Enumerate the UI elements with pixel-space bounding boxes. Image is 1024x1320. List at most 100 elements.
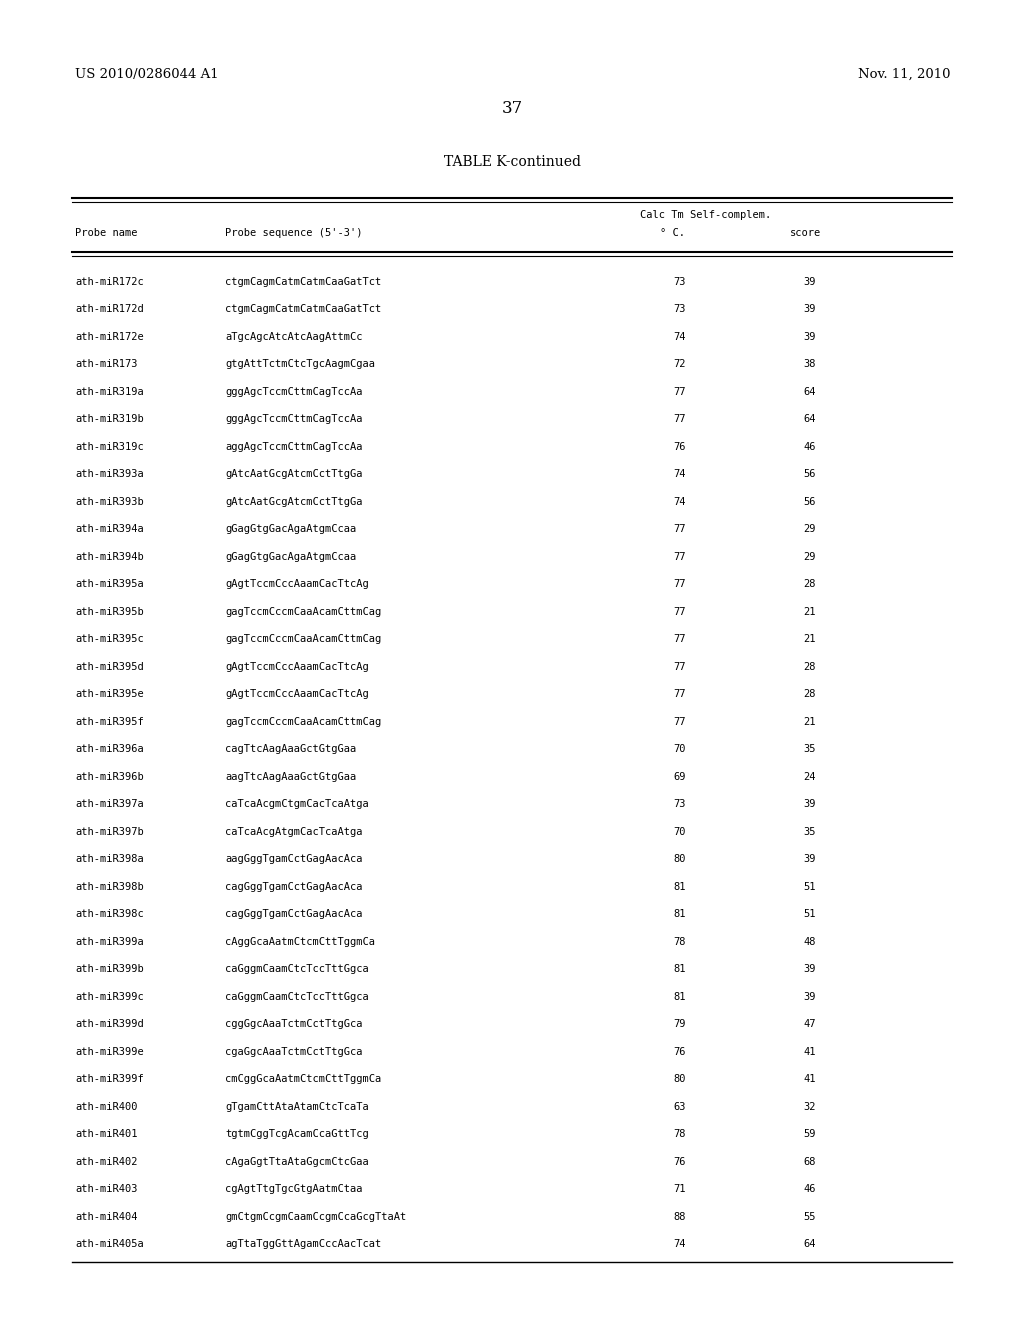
Text: 70: 70 — [674, 826, 686, 837]
Text: ath-miR173: ath-miR173 — [75, 359, 137, 370]
Text: cagTtcAagAaaGctGtgGaa: cagTtcAagAaaGctGtgGaa — [225, 744, 356, 754]
Text: 77: 77 — [674, 414, 686, 424]
Text: gAgtTccmCccAaamCacTtcAg: gAgtTccmCccAaamCacTtcAg — [225, 661, 369, 672]
Text: gagTccmCccmCaaAcamCttmCag: gagTccmCccmCaaAcamCttmCag — [225, 607, 381, 616]
Text: 39: 39 — [804, 331, 816, 342]
Text: 71: 71 — [674, 1184, 686, 1195]
Text: ath-miR403: ath-miR403 — [75, 1184, 137, 1195]
Text: 76: 76 — [674, 1156, 686, 1167]
Text: gAgtTccmCccAaamCacTtcAg: gAgtTccmCccAaamCacTtcAg — [225, 579, 369, 589]
Text: caTcaAcgmCtgmCacTcaAtga: caTcaAcgmCtgmCacTcaAtga — [225, 799, 369, 809]
Text: Probe name: Probe name — [75, 228, 137, 238]
Text: 64: 64 — [804, 387, 816, 397]
Text: ath-miR399f: ath-miR399f — [75, 1074, 143, 1084]
Text: 38: 38 — [804, 359, 816, 370]
Text: aagTtcAagAaaGctGtgGaa: aagTtcAagAaaGctGtgGaa — [225, 772, 356, 781]
Text: gAtcAatGcgAtcmCctTtgGa: gAtcAatGcgAtcmCctTtgGa — [225, 469, 362, 479]
Text: 88: 88 — [674, 1212, 686, 1222]
Text: 64: 64 — [804, 414, 816, 424]
Text: ath-miR395d: ath-miR395d — [75, 661, 143, 672]
Text: 35: 35 — [804, 826, 816, 837]
Text: 39: 39 — [804, 854, 816, 865]
Text: ath-miR398c: ath-miR398c — [75, 909, 143, 919]
Text: cgaGgcAaaTctmCctTtgGca: cgaGgcAaaTctmCctTtgGca — [225, 1047, 362, 1057]
Text: ° C.: ° C. — [660, 228, 685, 238]
Text: ath-miR319a: ath-miR319a — [75, 387, 143, 397]
Text: 77: 77 — [674, 661, 686, 672]
Text: 80: 80 — [674, 1074, 686, 1084]
Text: gAgtTccmCccAaamCacTtcAg: gAgtTccmCccAaamCacTtcAg — [225, 689, 369, 700]
Text: 74: 74 — [674, 331, 686, 342]
Text: 73: 73 — [674, 304, 686, 314]
Text: 78: 78 — [674, 937, 686, 946]
Text: 81: 81 — [674, 882, 686, 892]
Text: 39: 39 — [804, 799, 816, 809]
Text: ath-miR400: ath-miR400 — [75, 1102, 137, 1111]
Text: ath-miR394a: ath-miR394a — [75, 524, 143, 535]
Text: ath-miR399b: ath-miR399b — [75, 964, 143, 974]
Text: 73: 73 — [674, 799, 686, 809]
Text: ath-miR394b: ath-miR394b — [75, 552, 143, 562]
Text: 70: 70 — [674, 744, 686, 754]
Text: 21: 21 — [804, 717, 816, 727]
Text: 73: 73 — [674, 277, 686, 286]
Text: 28: 28 — [804, 579, 816, 589]
Text: ath-miR393a: ath-miR393a — [75, 469, 143, 479]
Text: 77: 77 — [674, 634, 686, 644]
Text: 24: 24 — [804, 772, 816, 781]
Text: gAtcAatGcgAtcmCctTtgGa: gAtcAatGcgAtcmCctTtgGa — [225, 496, 362, 507]
Text: ath-miR399c: ath-miR399c — [75, 991, 143, 1002]
Text: 76: 76 — [674, 1047, 686, 1057]
Text: ath-miR319b: ath-miR319b — [75, 414, 143, 424]
Text: ath-miR172e: ath-miR172e — [75, 331, 143, 342]
Text: caGggmCaamCtcTccTttGgca: caGggmCaamCtcTccTttGgca — [225, 991, 369, 1002]
Text: ath-miR396b: ath-miR396b — [75, 772, 143, 781]
Text: 77: 77 — [674, 579, 686, 589]
Text: 77: 77 — [674, 689, 686, 700]
Text: 74: 74 — [674, 496, 686, 507]
Text: 47: 47 — [804, 1019, 816, 1030]
Text: cagGggTgamCctGagAacAca: cagGggTgamCctGagAacAca — [225, 882, 362, 892]
Text: TABLE K-continued: TABLE K-continued — [443, 154, 581, 169]
Text: 77: 77 — [674, 717, 686, 727]
Text: ath-miR172d: ath-miR172d — [75, 304, 143, 314]
Text: 79: 79 — [674, 1019, 686, 1030]
Text: Calc Tm Self-complem.: Calc Tm Self-complem. — [640, 210, 771, 220]
Text: 63: 63 — [674, 1102, 686, 1111]
Text: gmCtgmCcgmCaamCcgmCcaGcgTtaAt: gmCtgmCcgmCaamCcgmCcaGcgTtaAt — [225, 1212, 407, 1222]
Text: 77: 77 — [674, 387, 686, 397]
Text: ath-miR172c: ath-miR172c — [75, 277, 143, 286]
Text: ath-miR398a: ath-miR398a — [75, 854, 143, 865]
Text: 32: 32 — [804, 1102, 816, 1111]
Text: ath-miR396a: ath-miR396a — [75, 744, 143, 754]
Text: 56: 56 — [804, 496, 816, 507]
Text: aggAgcTccmCttmCagTccAa: aggAgcTccmCttmCagTccAa — [225, 442, 362, 451]
Text: 39: 39 — [804, 964, 816, 974]
Text: ath-miR393b: ath-miR393b — [75, 496, 143, 507]
Text: US 2010/0286044 A1: US 2010/0286044 A1 — [75, 69, 219, 81]
Text: 56: 56 — [804, 469, 816, 479]
Text: 21: 21 — [804, 634, 816, 644]
Text: 78: 78 — [674, 1129, 686, 1139]
Text: ath-miR397b: ath-miR397b — [75, 826, 143, 837]
Text: ath-miR395b: ath-miR395b — [75, 607, 143, 616]
Text: 64: 64 — [804, 1239, 816, 1249]
Text: gagTccmCccmCaaAcamCttmCag: gagTccmCccmCaaAcamCttmCag — [225, 717, 381, 727]
Text: 51: 51 — [804, 909, 816, 919]
Text: ctgmCagmCatmCatmCaaGatTct: ctgmCagmCatmCatmCaaGatTct — [225, 277, 381, 286]
Text: gggAgcTccmCttmCagTccAa: gggAgcTccmCttmCagTccAa — [225, 414, 362, 424]
Text: 81: 81 — [674, 964, 686, 974]
Text: 74: 74 — [674, 469, 686, 479]
Text: gggAgcTccmCttmCagTccAa: gggAgcTccmCttmCagTccAa — [225, 387, 362, 397]
Text: 76: 76 — [674, 442, 686, 451]
Text: gagTccmCccmCaaAcamCttmCag: gagTccmCccmCaaAcamCttmCag — [225, 634, 381, 644]
Text: aTgcAgcAtcAtcAagAttmCc: aTgcAgcAtcAtcAagAttmCc — [225, 331, 362, 342]
Text: 41: 41 — [804, 1047, 816, 1057]
Text: caTcaAcgAtgmCacTcaAtga: caTcaAcgAtgmCacTcaAtga — [225, 826, 362, 837]
Text: cAggGcaAatmCtcmCttTggmCa: cAggGcaAatmCtcmCttTggmCa — [225, 937, 375, 946]
Text: cmCggGcaAatmCtcmCttTggmCa: cmCggGcaAatmCtcmCttTggmCa — [225, 1074, 381, 1084]
Text: ath-miR395e: ath-miR395e — [75, 689, 143, 700]
Text: gGagGtgGacAgaAtgmCcaa: gGagGtgGacAgaAtgmCcaa — [225, 552, 356, 562]
Text: 81: 81 — [674, 909, 686, 919]
Text: gGagGtgGacAgaAtgmCcaa: gGagGtgGacAgaAtgmCcaa — [225, 524, 356, 535]
